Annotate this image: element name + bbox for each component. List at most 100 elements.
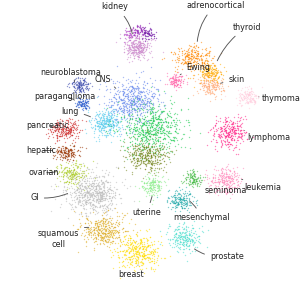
Point bbox=[111, 109, 116, 113]
Point bbox=[249, 97, 254, 101]
Point bbox=[188, 182, 192, 187]
Point bbox=[106, 122, 111, 127]
Point bbox=[68, 194, 73, 199]
Point bbox=[63, 153, 68, 158]
Point bbox=[111, 122, 116, 127]
Point bbox=[144, 103, 149, 107]
Point bbox=[79, 182, 84, 186]
Point bbox=[148, 167, 153, 171]
Point bbox=[168, 120, 173, 125]
Point bbox=[91, 182, 96, 187]
Point bbox=[76, 82, 81, 86]
Point bbox=[152, 180, 157, 184]
Point bbox=[161, 126, 166, 131]
Point bbox=[206, 74, 211, 79]
Point bbox=[150, 258, 154, 263]
Point bbox=[89, 125, 94, 130]
Point bbox=[177, 239, 182, 244]
Point bbox=[109, 207, 114, 212]
Point bbox=[131, 256, 136, 260]
Point bbox=[200, 60, 205, 64]
Point bbox=[100, 196, 104, 201]
Point bbox=[131, 129, 136, 133]
Point bbox=[220, 175, 225, 179]
Point bbox=[134, 121, 139, 125]
Point bbox=[148, 249, 153, 254]
Point bbox=[179, 237, 184, 241]
Point bbox=[92, 174, 97, 179]
Point bbox=[84, 84, 89, 89]
Point bbox=[162, 56, 167, 61]
Point bbox=[108, 124, 112, 128]
Point bbox=[140, 126, 145, 131]
Point bbox=[85, 226, 89, 231]
Point bbox=[225, 115, 230, 119]
Point bbox=[102, 202, 107, 207]
Point bbox=[132, 261, 137, 266]
Point bbox=[133, 34, 137, 38]
Point bbox=[131, 252, 136, 257]
Point bbox=[148, 156, 153, 160]
Point bbox=[117, 99, 122, 104]
Point bbox=[191, 63, 196, 67]
Point bbox=[91, 181, 95, 186]
Point bbox=[140, 130, 145, 135]
Point bbox=[108, 110, 112, 115]
Point bbox=[220, 171, 225, 176]
Point bbox=[150, 184, 155, 189]
Point bbox=[145, 97, 149, 102]
Point bbox=[191, 167, 196, 172]
Point bbox=[135, 148, 140, 152]
Point bbox=[200, 68, 205, 73]
Point bbox=[74, 128, 78, 133]
Point bbox=[147, 235, 152, 239]
Point bbox=[160, 147, 164, 151]
Text: prostate: prostate bbox=[194, 249, 244, 261]
Point bbox=[84, 107, 89, 111]
Point bbox=[73, 89, 77, 94]
Point bbox=[61, 144, 65, 148]
Point bbox=[104, 108, 109, 112]
Point bbox=[108, 116, 113, 121]
Point bbox=[145, 130, 150, 135]
Point bbox=[54, 127, 58, 131]
Point bbox=[148, 100, 153, 105]
Point bbox=[130, 258, 135, 263]
Point bbox=[125, 99, 130, 103]
Point bbox=[99, 123, 104, 128]
Point bbox=[191, 178, 196, 183]
Point bbox=[72, 85, 76, 90]
Point bbox=[124, 119, 129, 124]
Point bbox=[110, 228, 114, 233]
Point bbox=[138, 106, 143, 111]
Point bbox=[75, 227, 80, 231]
Point bbox=[232, 123, 237, 128]
Point bbox=[117, 93, 122, 98]
Point bbox=[128, 47, 133, 51]
Point bbox=[208, 83, 213, 88]
Point bbox=[228, 137, 233, 141]
Point bbox=[173, 80, 178, 84]
Point bbox=[135, 29, 140, 34]
Point bbox=[233, 145, 238, 149]
Point bbox=[178, 200, 182, 205]
Point bbox=[129, 248, 134, 253]
Point bbox=[223, 122, 228, 127]
Point bbox=[188, 233, 193, 238]
Point bbox=[161, 137, 166, 141]
Point bbox=[57, 157, 62, 161]
Point bbox=[210, 79, 214, 83]
Point bbox=[82, 99, 87, 104]
Point bbox=[107, 229, 112, 234]
Point bbox=[132, 118, 137, 123]
Point bbox=[253, 100, 258, 104]
Point bbox=[203, 46, 208, 51]
Point bbox=[131, 121, 136, 125]
Point bbox=[179, 234, 184, 238]
Point bbox=[117, 222, 122, 227]
Point bbox=[174, 55, 179, 59]
Point bbox=[137, 242, 142, 246]
Point bbox=[133, 147, 138, 152]
Point bbox=[95, 192, 100, 197]
Point bbox=[208, 44, 212, 49]
